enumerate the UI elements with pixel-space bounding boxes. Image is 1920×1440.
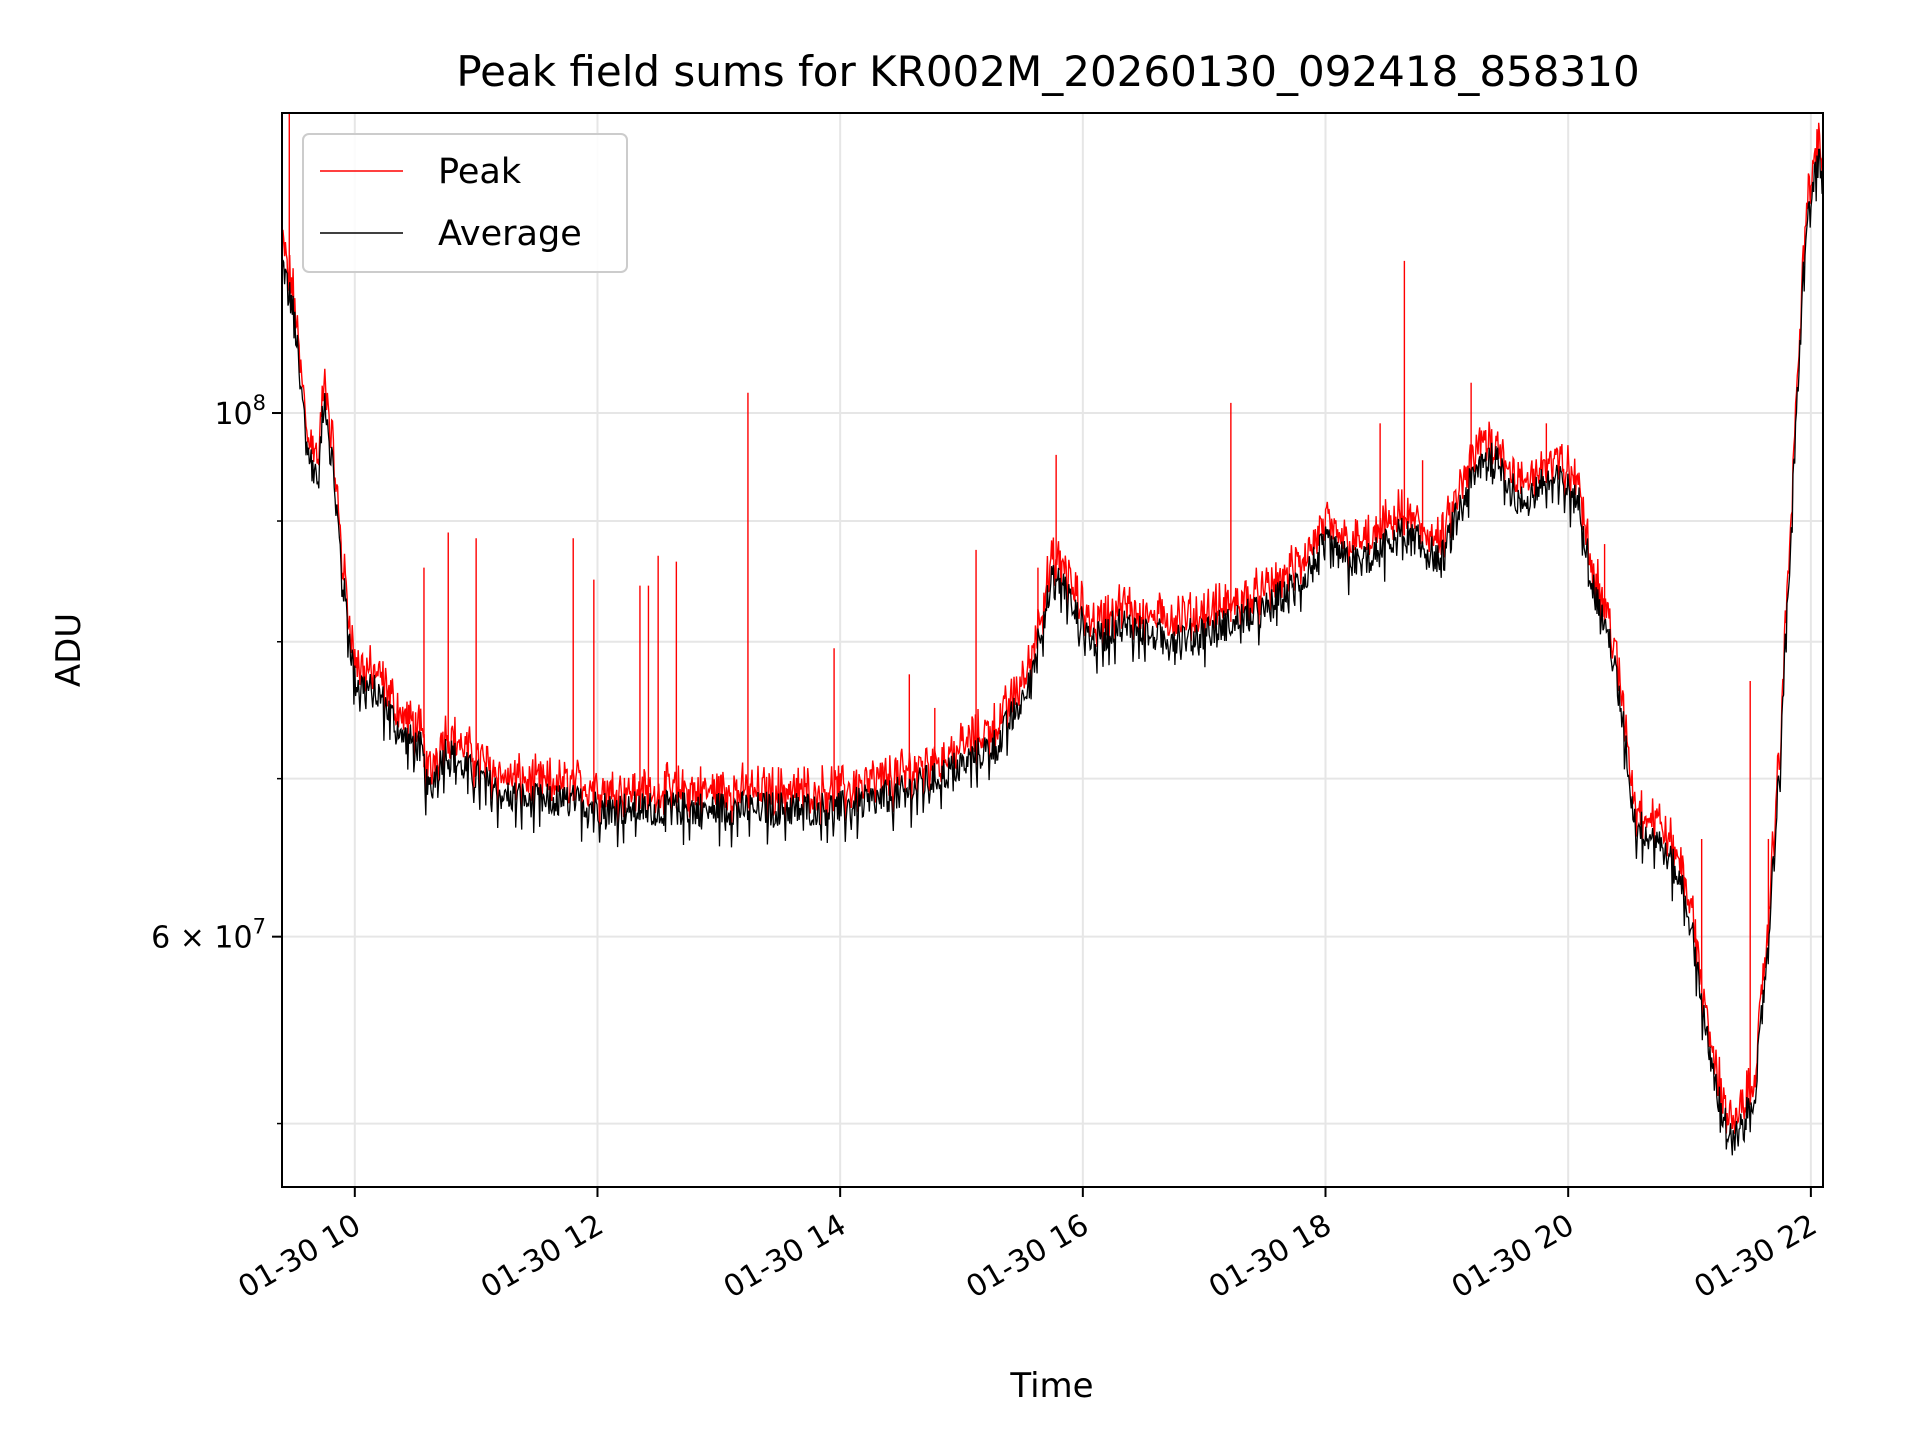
average-series-line [282, 148, 1823, 1156]
y-tick-label-exponent: 7 [253, 915, 266, 939]
y-tick-label: 108 [214, 391, 266, 432]
y-tick-label-base: 6 × 10 [151, 921, 252, 956]
y-axis-label: ADU [49, 613, 89, 687]
legend-box [302, 133, 628, 273]
peak-series-line [282, 122, 1823, 1134]
y-tick-label-exponent: 8 [253, 391, 266, 415]
x-axis-label: Time [1009, 1366, 1093, 1406]
legend: Peak Average [302, 133, 628, 273]
series-layer [282, 113, 1823, 1156]
plot-frame [281, 112, 1824, 1188]
y-tick-label: 6 × 107 [151, 915, 266, 956]
legend-peak-label: Peak [438, 152, 522, 192]
y-axis-ticks: 108 6 × 107 [151, 391, 282, 1125]
series-clip-group [282, 113, 1823, 1156]
y-tick-label-base: 10 [214, 397, 252, 432]
grid-lines [282, 113, 1823, 1187]
legend-average-label: Average [438, 214, 582, 254]
chart-title: Peak field sums for KR002M_20260130_0924… [456, 47, 1639, 96]
